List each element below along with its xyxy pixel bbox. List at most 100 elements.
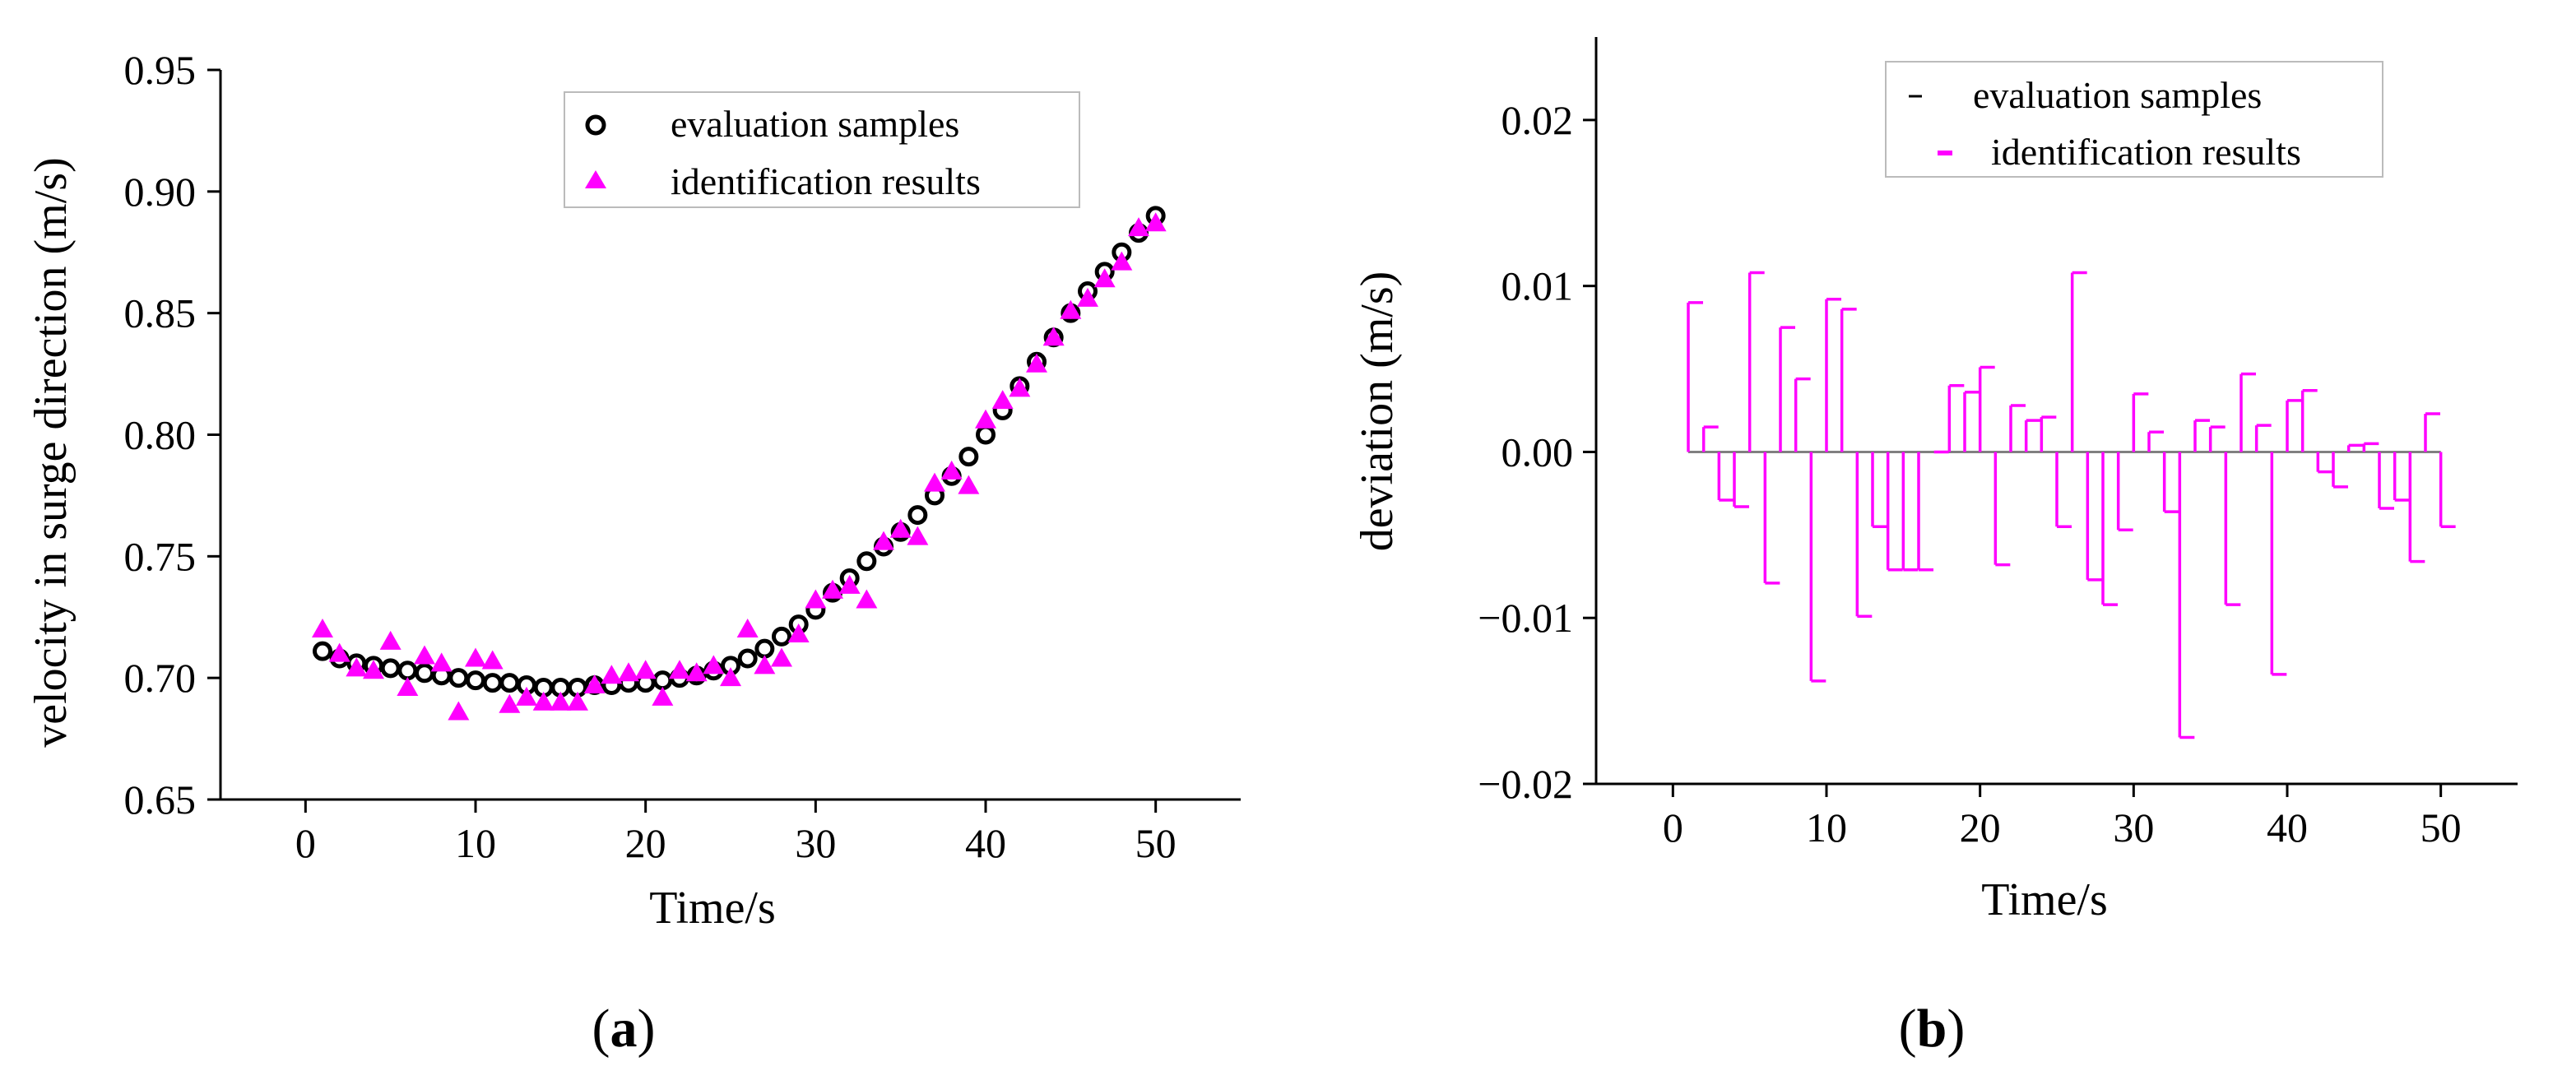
panel-a-ident-point: [669, 660, 690, 679]
panel-a-ident-point: [328, 642, 350, 662]
panel-a-ident-point: [1144, 212, 1167, 232]
panel-a-ident-point: [414, 645, 435, 665]
panel-a-eval-point: [907, 505, 928, 526]
panel-a-ident-point: [873, 531, 894, 550]
panel-a-ident-point: [346, 657, 368, 677]
panel-a-x-tick-label: 10: [455, 820, 496, 866]
panel-a-ident-point: [1111, 251, 1133, 271]
panel-a-ident-point: [754, 655, 776, 674]
panel-a-ident-point: [1060, 299, 1082, 319]
panel-b-y-tick-label: −0.01: [1478, 595, 1573, 641]
panel-a-y-tick-label: 0.75: [124, 533, 197, 579]
panel-a-ident-point: [481, 650, 504, 670]
panel-a-ident-point: [1077, 287, 1098, 307]
panel-a-ident-point: [363, 660, 384, 679]
panel-a-eval-point: [976, 424, 996, 445]
panel-a-y-tick-label: 0.85: [124, 290, 197, 336]
panel-b-x-tick-label: 10: [1806, 804, 1847, 851]
panel-a-label: (a): [592, 999, 656, 1059]
panel-a-ident-point: [397, 676, 419, 696]
panel-b-y-tick-label: 0.00: [1502, 429, 1574, 475]
panel-a-ident-point: [379, 630, 401, 650]
panel-a-y-tick-label: 0.90: [124, 169, 197, 215]
panel-a-ident-point: [1009, 378, 1031, 397]
panel-b-legend: evaluation samples identification result…: [1885, 61, 2383, 178]
panel-a-ident-point: [634, 660, 657, 679]
panel-b-x-tick-label: 40: [2267, 804, 2308, 851]
panel-b-x-tick-label: 20: [1960, 804, 2001, 851]
panel-a-legend-eval-marker: [585, 114, 606, 136]
panel-a-y-tick-label: 0.70: [124, 655, 197, 701]
panel-a-eval-point: [397, 661, 418, 681]
panel-a-ident-point: [601, 665, 623, 684]
panel-a-y-tick-label: 0.65: [124, 776, 197, 823]
panel-a-x-tick-label: 40: [965, 820, 1006, 866]
panel-a-x-tick-label: 30: [795, 820, 836, 866]
panel-a-eval-point: [958, 447, 979, 467]
panel-a-ident-point: [889, 518, 912, 538]
panel-a-ident-point: [1093, 268, 1116, 288]
panel-a-ident-point: [856, 589, 878, 609]
panel-a-ident-point: [516, 686, 537, 706]
panel-b-label: (b): [1899, 999, 1966, 1059]
panel-a-eval-point: [448, 668, 469, 688]
panel-a-eval-point: [380, 658, 401, 679]
panel-a-ident-point: [771, 647, 792, 667]
panel-a-ident-point: [583, 674, 606, 694]
panel-b-y-tick-label: −0.02: [1478, 761, 1573, 807]
panel-a-ident-point: [838, 574, 861, 594]
panel-a-ident-point: [1128, 217, 1149, 237]
panel-a-eval-point: [737, 648, 758, 669]
panel-b-chart: −0.02 −0.01 0.00 0.01 0.02 0 10 20 30 40 50 Time/…: [1352, 37, 2518, 1059]
panel-a-ident-point: [720, 667, 741, 687]
panel-a-ident-point: [499, 693, 521, 713]
panel-a-legend-ident-label: identification results: [671, 160, 981, 202]
panel-b-legend-ident-label: identification results: [1991, 131, 2301, 173]
panel-b-legend-box: [1885, 61, 2383, 178]
panel-b-x-tick-label: 0: [1663, 804, 1683, 851]
panel-a-ident-point: [975, 409, 996, 429]
panel-a-ident-point: [991, 390, 1014, 410]
panel-a-x-axis-label: Time/s: [649, 883, 776, 934]
panel-a-y-tick-label: 0.80: [124, 412, 197, 458]
panel-a-ident-point: [550, 691, 572, 711]
panel-a-eval-point: [466, 670, 485, 691]
panel-a-legend: evaluation samples identification result…: [564, 91, 1080, 208]
panel-a-ident-point: [940, 460, 963, 480]
panel-a-legend-box: [564, 91, 1080, 208]
panel-a-x-tick-label: 50: [1135, 820, 1177, 866]
panel-a-ident-point: [822, 579, 843, 599]
panel-a-ident-point: [805, 589, 827, 609]
panel-a-ident-point: [958, 475, 980, 494]
panel-b-x-tick-label: 50: [2421, 804, 2462, 851]
panel-a-legend-ident-marker: [585, 170, 606, 188]
panel-a-ident-point: [430, 652, 453, 672]
panel-a-ident-point: [907, 526, 929, 545]
panel-a-ident-point: [567, 691, 588, 711]
panel-a-ident-point: [1026, 353, 1047, 373]
panel-a-eval-point: [652, 670, 673, 691]
panel-a-ident-point: [465, 647, 486, 667]
panel-a-eval-point: [499, 673, 520, 693]
panel-a-x-tick-label: 20: [625, 820, 666, 866]
panel-a-y-tick-label: 0.95: [124, 47, 197, 93]
panel-b-x-tick-label: 30: [2113, 804, 2154, 851]
panel-b-y-tick-label: 0.02: [1502, 97, 1574, 143]
panel-a-eval-point: [482, 673, 503, 693]
panel-a-ident-point: [703, 655, 725, 674]
panel-a-eval-point: [772, 626, 791, 647]
panel-a-eval-point: [415, 663, 434, 684]
panel-a-eval-point: [313, 641, 332, 661]
panel-b-y-tick-label: 0.01: [1502, 263, 1574, 309]
panel-a-ident-point: [685, 662, 708, 682]
panel-b-x-axis-label: Time/s: [1981, 874, 2108, 925]
panel-a-eval-point: [754, 638, 775, 659]
panel-b-legend-eval-label: evaluation samples: [1973, 74, 2262, 116]
panel-b-y-axis-label: deviation (m/s): [1352, 271, 1403, 552]
panel-a-x-tick-label: 0: [295, 820, 316, 866]
panel-a-chart: 0.65 0.70 0.75 0.80 0.85 0.90 0.95 0 10 20 30 40 50…: [26, 47, 1241, 1059]
panel-a-legend-eval-label: evaluation samples: [671, 103, 959, 145]
panel-a-ident-point: [652, 686, 674, 706]
panel-a-ident-point: [618, 662, 639, 682]
panel-a-ident-point: [532, 691, 555, 711]
